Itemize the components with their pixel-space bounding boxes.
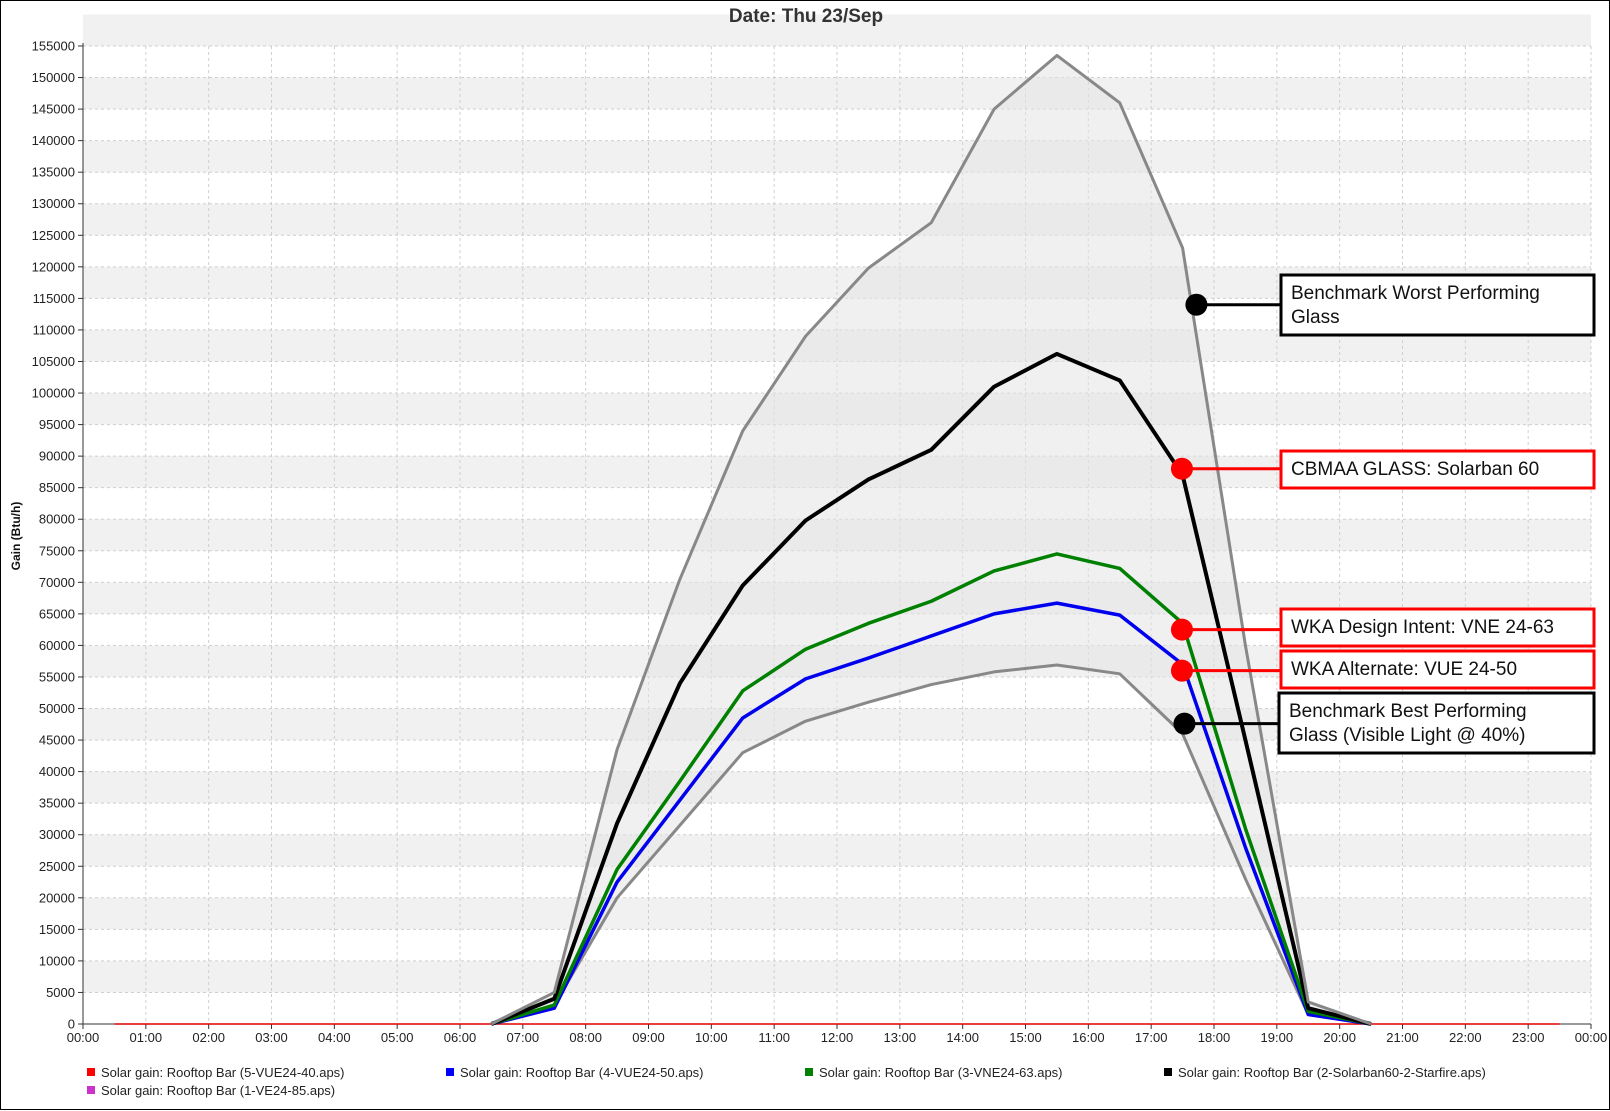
- x-tick-label: 04:00: [318, 1030, 351, 1045]
- x-tick-label: 11:00: [758, 1030, 790, 1045]
- x-tick-label: 14:00: [946, 1030, 979, 1045]
- x-tick-label: 16:00: [1072, 1030, 1105, 1045]
- y-tick-label: 115000: [33, 291, 75, 306]
- x-tick-label: 12:00: [821, 1030, 854, 1045]
- legend-label: Solar gain: Rooftop Bar (3-VNE24-63.aps): [819, 1065, 1063, 1080]
- x-tick-label: 00:00: [67, 1030, 100, 1045]
- legend-swatch: [87, 1086, 95, 1094]
- annotation-label: WKA Design Intent: VNE 24-63: [1291, 617, 1554, 638]
- y-tick-label: 125000: [32, 228, 75, 243]
- legend-label: Solar gain: Rooftop Bar (2-Solarban60-2-…: [1178, 1065, 1486, 1080]
- y-tick-label: 135000: [32, 165, 75, 180]
- envelope-fill: [114, 55, 1560, 1024]
- x-tick-label: 00:00: [1575, 1030, 1608, 1045]
- x-tick-label: 22:00: [1449, 1030, 1482, 1045]
- y-tick-label: 85000: [39, 480, 75, 495]
- y-tick-label: 95000: [39, 417, 75, 432]
- y-tick-label: 155000: [32, 39, 75, 54]
- chart-title: Date: Thu 23/Sep: [729, 6, 883, 27]
- x-tick-label: 01:00: [130, 1030, 163, 1045]
- x-tick-label: 10:00: [695, 1030, 728, 1045]
- y-tick-label: 65000: [39, 606, 75, 621]
- y-tick-label: 60000: [39, 638, 75, 653]
- y-tick-label: 120000: [32, 259, 75, 274]
- legend-swatch: [805, 1068, 813, 1076]
- y-tick-label: 0: [68, 1017, 75, 1032]
- x-tick-label: 17:00: [1135, 1030, 1168, 1045]
- series-line-2: [490, 601, 1372, 1026]
- y-tick-label: 55000: [39, 669, 75, 684]
- annotation-label: Benchmark Best Performing: [1289, 701, 1527, 722]
- y-tick-label: 25000: [39, 859, 75, 874]
- x-tick-label: 23:00: [1512, 1030, 1545, 1045]
- y-tick-label: 75000: [39, 543, 75, 558]
- y-tick-label: 105000: [32, 354, 75, 369]
- series-lines: [114, 53, 1560, 1026]
- x-tick-label: 15:00: [1009, 1030, 1042, 1045]
- series-line-4: [490, 351, 1372, 1026]
- annotations: Benchmark Worst Performing Glass CBMAA GLA…: [1170, 273, 1596, 755]
- y-tick-label: 80000: [39, 512, 75, 527]
- annotation-marker: [1170, 457, 1193, 480]
- annotation-marker: [1185, 293, 1208, 316]
- annotation-box: [1279, 273, 1596, 337]
- y-tick-label: 70000: [39, 575, 75, 590]
- x-tick-label: 05:00: [381, 1030, 414, 1045]
- x-tick-label: 02:00: [192, 1030, 225, 1045]
- annotation-box: [1279, 449, 1596, 490]
- y-tick-label: 130000: [32, 196, 75, 211]
- y-tick-label: 40000: [39, 764, 75, 779]
- y-tick-label: 90000: [39, 449, 75, 464]
- y-tick-label: 150000: [32, 70, 75, 85]
- x-tick-label: 09:00: [632, 1030, 665, 1045]
- plot-band: [83, 14, 1591, 46]
- legend-label: Solar gain: Rooftop Bar (5-VUE24-40.aps): [101, 1065, 345, 1080]
- x-tick-label: 08:00: [569, 1030, 602, 1045]
- annotation-marker: [1170, 618, 1193, 641]
- y-tick-label: 10000: [39, 953, 75, 968]
- legend-swatch: [1164, 1068, 1172, 1076]
- y-tick-label: 45000: [39, 733, 75, 748]
- envelope-area: [114, 55, 1560, 1024]
- y-tick-label: 110000: [33, 322, 75, 337]
- x-tick-label: 19:00: [1261, 1030, 1294, 1045]
- y-tick-label: 5000: [46, 985, 75, 1000]
- legend-label: Solar gain: Rooftop Bar (4-VUE24-50.aps): [460, 1065, 704, 1080]
- x-tick-label: 20:00: [1323, 1030, 1356, 1045]
- annotation-marker: [1170, 659, 1193, 682]
- x-tick-label: 21:00: [1386, 1030, 1419, 1045]
- annotation-label: Glass (Visible Light @ 40%): [1289, 725, 1525, 746]
- x-tick-label: 13:00: [884, 1030, 917, 1045]
- y-tick-label: 20000: [39, 890, 75, 905]
- y-tick-label: 15000: [39, 922, 75, 937]
- annotation-label: CBMAA GLASS: Solarban 60: [1291, 459, 1539, 480]
- annotation-marker: [1173, 712, 1196, 735]
- y-tick-label: 100000: [32, 386, 75, 401]
- annotation-box: [1277, 691, 1596, 755]
- series-line-5: [490, 53, 1372, 1026]
- series-line-3: [490, 552, 1372, 1026]
- y-tick-label: 30000: [39, 827, 75, 842]
- annotation-label: Glass: [1291, 307, 1340, 328]
- y-tick-label: 145000: [32, 102, 75, 117]
- annotation-label: WKA Alternate: VUE 24-50: [1291, 659, 1517, 680]
- legend-swatch: [87, 1068, 95, 1076]
- x-tick-label: 06:00: [444, 1030, 477, 1045]
- annotation-label: Benchmark Worst Performing: [1291, 283, 1540, 304]
- series-line-1: [490, 663, 1372, 1026]
- y-tick-label: 35000: [39, 796, 75, 811]
- x-tick-label: 07:00: [507, 1030, 540, 1045]
- x-tick-label: 03:00: [255, 1030, 288, 1045]
- legend: Solar gain: Rooftop Bar (5-VUE24-40.aps)…: [87, 1065, 1486, 1098]
- x-tick-label: 18:00: [1198, 1030, 1231, 1045]
- legend-label: Solar gain: Rooftop Bar (1-VE24-85.aps): [101, 1083, 335, 1098]
- y-tick-label: 140000: [32, 133, 75, 148]
- legend-swatch: [446, 1068, 454, 1076]
- y-axis-label: Gain (Btu/h): [9, 502, 23, 571]
- annotation-box: [1279, 607, 1596, 648]
- annotation-box: [1279, 649, 1596, 690]
- y-tick-label: 50000: [39, 701, 75, 716]
